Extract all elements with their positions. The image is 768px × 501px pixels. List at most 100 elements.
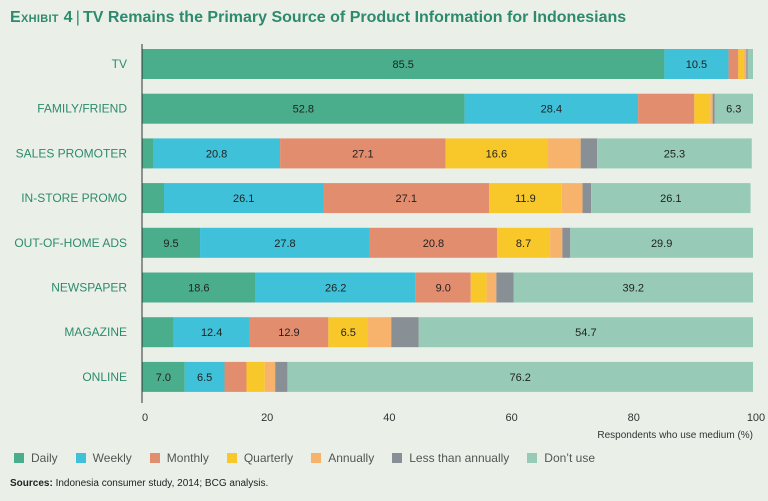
bar-segment-annually — [547, 138, 581, 169]
bar-segment-annually — [550, 227, 563, 258]
bar-segment-annually — [486, 272, 497, 303]
bar-segment-daily — [142, 227, 201, 258]
data-label: 54.7 — [575, 327, 596, 339]
category-label: FAMILY/FRIEND — [37, 102, 127, 116]
bar-segment-daily — [142, 317, 174, 348]
bar-segment-monthly — [249, 317, 329, 348]
x-tick-label: 20 — [261, 412, 273, 424]
legend-item: Don’t use — [527, 451, 595, 465]
data-label: 29.9 — [651, 238, 672, 250]
x-axis-ticks: 0 20 40 60 80 100 — [142, 412, 765, 424]
legend-swatch — [392, 453, 403, 463]
data-label: 18.6 — [188, 283, 209, 295]
legend-label: Weekly — [92, 451, 132, 465]
sources-text: Indonesia consumer study, 2014; BCG anal… — [55, 478, 269, 489]
data-label: 12.9 — [278, 327, 299, 339]
legend-item: Daily — [14, 451, 58, 465]
legend-item: Less than annually — [392, 451, 509, 465]
bar-segment-quarterly — [328, 317, 369, 348]
bar-segment-monthly — [280, 138, 446, 169]
data-label: 8.7 — [516, 238, 531, 250]
sources-label: Sources: — [10, 478, 53, 489]
chart-title: Exhibit 4 | TV Remains the Primary Source … — [10, 9, 758, 27]
data-label: 11.9 — [515, 193, 536, 205]
legend-swatch — [311, 453, 322, 463]
category-label: MAGAZINE — [64, 325, 127, 339]
data-label: 9.5 — [163, 238, 178, 250]
bar-segment-annually — [743, 49, 747, 79]
bar-segment-quarterly — [694, 93, 711, 124]
data-label: 20.8 — [423, 238, 444, 250]
legend-swatch — [527, 453, 538, 463]
legend-swatch — [226, 453, 237, 463]
bar-segment-less-than-annually — [496, 272, 514, 303]
bar-segment-don-t-use — [513, 272, 753, 303]
legend-label: Quarterly — [243, 451, 294, 465]
data-label: 7.0 — [156, 372, 171, 384]
legend-item: Quarterly — [226, 451, 294, 465]
bar-segment-quarterly — [246, 361, 265, 392]
value-labels: 85.5 10.5 52.8 28.4 6.3 20.8 27.1 16.6 25.3 26.1 2… — [156, 59, 742, 384]
data-label: 39.2 — [623, 283, 644, 295]
bar-segment-weekly — [664, 49, 729, 79]
bar-segment-weekly — [163, 183, 324, 214]
bar-segment-quarterly — [489, 183, 562, 214]
data-label: 76.2 — [509, 372, 530, 384]
bar-segment-quarterly — [496, 227, 551, 258]
bar-segment-don-t-use — [570, 227, 753, 258]
bar-segment-daily — [142, 138, 153, 169]
bar-segment-less-than-annually — [582, 183, 592, 214]
data-label: 27.1 — [352, 148, 373, 160]
x-tick-label: 60 — [505, 412, 517, 424]
legend-swatch — [14, 453, 24, 463]
bar-segment-less-than-annually — [391, 317, 419, 348]
x-tick-label: 100 — [747, 412, 765, 424]
data-label: 27.1 — [396, 193, 417, 205]
data-label: 6.3 — [726, 104, 741, 116]
legend-swatch — [75, 453, 86, 463]
bar-segment-weekly — [255, 272, 416, 303]
bar-segment-monthly — [224, 361, 247, 392]
bar-segment-less-than-annually — [712, 93, 715, 124]
bar-segment-quarterly — [445, 138, 548, 169]
bar-segment-less-than-annually — [562, 227, 571, 258]
data-label: 9.0 — [436, 283, 451, 295]
legend-item: Monthly — [149, 451, 209, 465]
data-label: 25.3 — [664, 148, 685, 160]
bar-segment-weekly — [152, 138, 281, 169]
category-label: IN-STORE PROMO — [21, 191, 127, 205]
data-label: 85.5 — [392, 59, 413, 71]
bar-segment-quarterly — [470, 272, 487, 303]
bar-segment-less-than-annually — [580, 138, 598, 169]
legend-label: Annually — [328, 451, 375, 465]
bar-segment-monthly — [415, 272, 471, 303]
data-label: 12.4 — [201, 327, 222, 339]
bar-segment-daily — [142, 361, 185, 392]
category-label: SALES PROMOTER — [16, 146, 128, 160]
bar-segment-don-t-use — [591, 183, 751, 214]
bar-segment-don-t-use — [747, 49, 753, 79]
bar-segment-daily — [142, 272, 256, 303]
legend-label: Monthly — [166, 451, 209, 465]
bars — [142, 49, 753, 392]
legend-item: Annually — [311, 451, 374, 465]
bar-segment-annually — [710, 93, 713, 124]
bar-segment-less-than-annually — [275, 361, 288, 392]
bar-segment-don-t-use — [714, 93, 753, 124]
data-label: 26.1 — [233, 193, 254, 205]
category-labels: TV FAMILY/FRIEND SALES PROMOTER IN-STORE PR… — [14, 57, 127, 384]
bar-segment-daily — [142, 183, 164, 214]
bar-segment-less-than-annually — [746, 49, 748, 79]
title-separator: | — [75, 9, 80, 26]
bar-segment-monthly — [369, 227, 497, 258]
data-label: 6.5 — [341, 327, 356, 339]
bar-segment-weekly — [173, 317, 250, 348]
bar-segment-don-t-use — [287, 361, 753, 392]
bar-segment-annually — [561, 183, 583, 214]
legend-item: Weekly — [75, 451, 132, 465]
data-label: 26.1 — [660, 193, 681, 205]
data-label: 16.6 — [486, 148, 507, 160]
data-label: 26.2 — [325, 283, 346, 295]
legend-swatch — [149, 453, 160, 463]
bar-segment-monthly — [323, 183, 490, 214]
